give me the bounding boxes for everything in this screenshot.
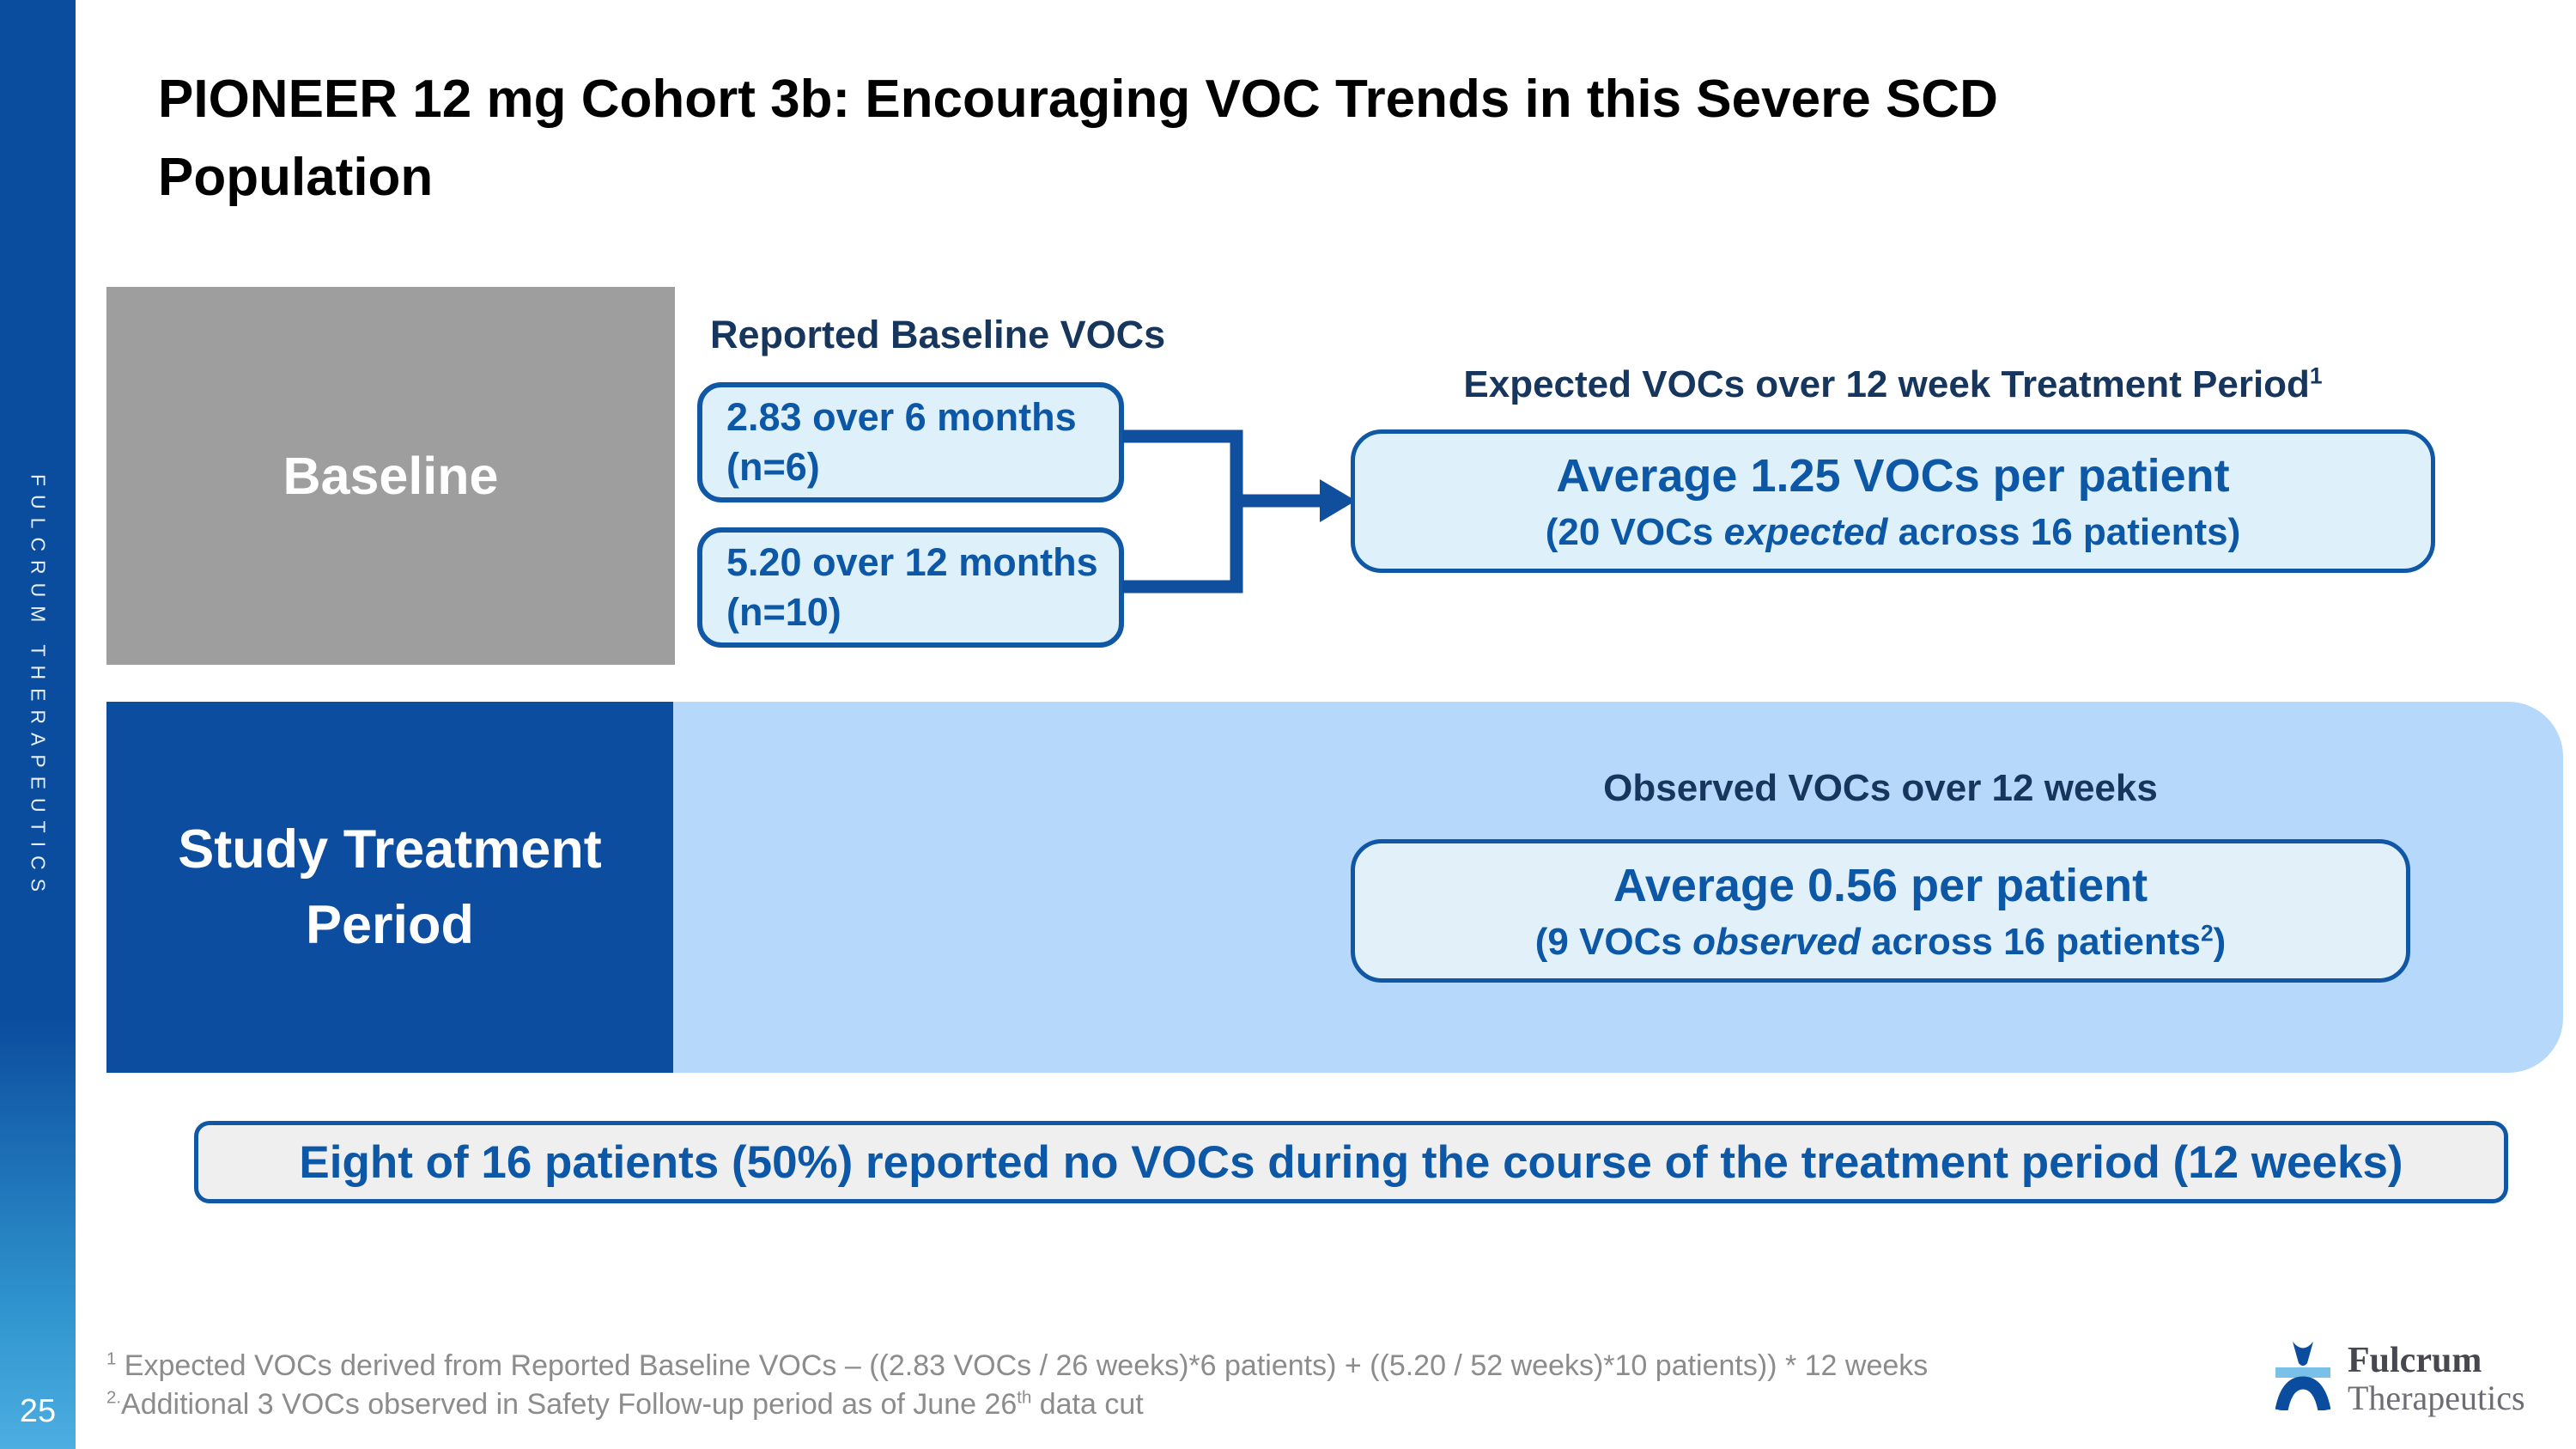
footnote-2-text2: data cut (1031, 1388, 1144, 1421)
footnote-1: 1 Expected VOCs derived from Reported Ba… (106, 1347, 1928, 1385)
expected-vocs-headline: Average 1.25 VOCs per patient (1556, 449, 2230, 502)
observed-detail-prefix: (9 VOCs (1534, 920, 1693, 963)
expected-vocs-header: Expected VOCs over 12 week Treatment Per… (1351, 363, 2435, 406)
takeaway-banner-text: Eight of 16 patients (50%) reported no V… (299, 1136, 2403, 1188)
footnote-1-marker: 1 (106, 1349, 117, 1369)
observed-vocs-detail: (9 VOCs observed across 16 patients2) (1535, 921, 2227, 964)
page-number: 25 (19, 1393, 57, 1429)
footnote-2: 2.Additional 3 VOCs observed in Safety F… (106, 1385, 1928, 1424)
baseline-voc-box-2: 5.20 over 12 months (n=10) (697, 527, 1124, 648)
sidebar: FULCRUM THERAPEUTICS 25 (0, 0, 76, 1449)
fulcrum-logo-text: Fulcrum Therapeutics (2348, 1342, 2525, 1416)
baseline-voc-box-1: 2.83 over 6 months (n=6) (697, 382, 1124, 502)
slide-title: PIONEER 12 mg Cohort 3b: Encouraging VOC… (158, 60, 2425, 216)
observed-vocs-headline: Average 0.56 per patient (1613, 859, 2148, 911)
baseline-voc-box-1-n: (n=6) (726, 445, 820, 489)
treatment-row-label-line2: Period (305, 895, 475, 955)
expected-detail-italic: expected (1723, 510, 1888, 553)
takeaway-banner: Eight of 16 patients (50%) reported no V… (194, 1121, 2508, 1203)
expected-vocs-box: Average 1.25 VOCs per patient (20 VOCs e… (1351, 429, 2435, 573)
footnote-2-ordinal: th (1017, 1388, 1032, 1408)
expected-detail-suffix: across 16 patients) (1887, 510, 2241, 553)
footnote-2-text: Additional 3 VOCs observed in Safety Fol… (121, 1388, 1018, 1421)
observed-vocs-box: Average 0.56 per patient (9 VOCs observe… (1351, 839, 2410, 983)
fulcrum-logo-division: Therapeutics (2348, 1378, 2525, 1417)
footnote-2-marker: 2. (106, 1388, 122, 1408)
expected-vocs-header-text: Expected VOCs over 12 week Treatment Per… (1463, 363, 2310, 405)
treatment-row-label-line1: Study Treatment (178, 819, 602, 880)
baseline-voc-box-2-n: (n=10) (726, 590, 841, 634)
fulcrum-logo-icon (2275, 1342, 2330, 1410)
expected-header-footnote-marker: 1 (2309, 362, 2323, 389)
footnotes: 1 Expected VOCs derived from Reported Ba… (106, 1347, 1928, 1424)
reported-baseline-vocs-header: Reported Baseline VOCs (710, 313, 1166, 356)
treatment-row-label-box: Study Treatment Period (106, 702, 673, 1073)
observed-detail-footnote-marker: 2 (2200, 919, 2214, 946)
bracket-arrow-connector (1122, 429, 1356, 594)
footnote-1-text: Expected VOCs derived from Reported Base… (116, 1349, 1929, 1382)
expected-detail-prefix: (20 VOCs (1545, 510, 1724, 553)
observed-detail-close: ) (2213, 920, 2227, 963)
slide-title-line1: PIONEER 12 mg Cohort 3b: Encouraging VOC… (158, 70, 1998, 129)
observed-detail-italic: observed (1692, 920, 1861, 963)
expected-vocs-detail: (20 VOCs expected across 16 patients) (1546, 511, 2241, 554)
slide-title-line2: Population (158, 148, 434, 207)
baseline-row-label: Baseline (283, 447, 499, 505)
fulcrum-logo: Fulcrum Therapeutics (2275, 1342, 2525, 1416)
sidebar-company-name: FULCRUM THERAPEUTICS (27, 474, 50, 901)
observed-detail-suffix: across 16 patients (1860, 920, 2201, 963)
baseline-voc-box-1-value: 2.83 over 6 months (726, 394, 1077, 439)
fulcrum-logo-brand: Fulcrum (2348, 1341, 2482, 1380)
observed-vocs-header: Observed VOCs over 12 weeks (1603, 767, 2158, 809)
baseline-voc-box-2-value: 5.20 over 12 months (726, 539, 1098, 584)
baseline-row-label-box: Baseline (106, 287, 675, 665)
